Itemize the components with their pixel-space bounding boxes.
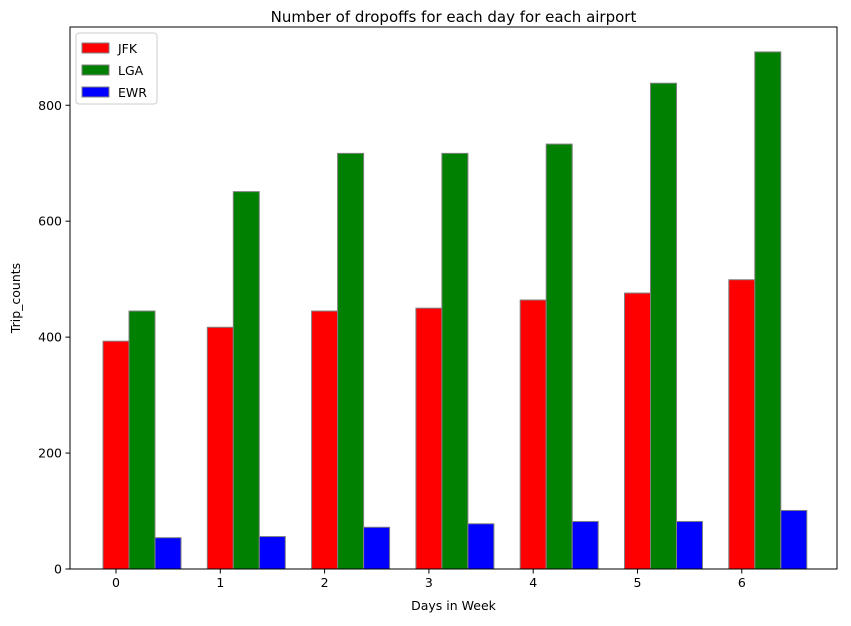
chart-title: Number of dropoffs for each day for each…	[271, 8, 637, 26]
x-tick-label: 4	[529, 575, 537, 590]
bar-lga-5	[650, 82, 677, 570]
x-tick-label: 0	[112, 575, 120, 590]
x-tick-label: 2	[321, 575, 329, 590]
legend: JFK LGA EWR	[75, 32, 158, 105]
bar-lga-0	[128, 310, 156, 570]
bar-ewr-2	[363, 526, 391, 570]
legend-swatch-lga	[81, 64, 110, 76]
bar-lga-3	[441, 152, 469, 570]
bar-jfk-0	[102, 340, 130, 570]
bar-jfk-2	[311, 310, 339, 570]
legend-label-jfk: JFK	[117, 41, 138, 56]
x-axis-label: Days in Week	[411, 598, 497, 613]
bar-lga-6	[754, 51, 782, 570]
x-tick-label: 1	[216, 575, 224, 590]
bar-ewr-5	[676, 520, 703, 570]
bar-jfk-1	[206, 326, 234, 570]
bar-lga-1	[232, 191, 260, 570]
bar-ewr-4	[571, 520, 599, 570]
x-tick-label: 6	[738, 575, 746, 590]
bar-ewr-1	[258, 536, 286, 570]
x-axis-ticks: 0 1 2 3 4 5 6	[112, 569, 746, 590]
y-tick-label: 400	[38, 330, 62, 345]
bar-lga-4	[545, 143, 573, 570]
legend-label-ewr: EWR	[118, 85, 147, 100]
legend-swatch-ewr	[81, 86, 110, 98]
y-tick-label: 200	[38, 446, 62, 461]
bar-jfk-5	[624, 292, 651, 570]
y-tick-label: 600	[38, 214, 62, 229]
bars-group	[102, 51, 808, 570]
y-axis-label: Trip_counts	[8, 263, 23, 334]
x-tick-label: 5	[634, 575, 642, 590]
bar-ewr-6	[780, 509, 808, 570]
bar-jfk-3	[415, 307, 443, 570]
bar-ewr-3	[467, 523, 495, 570]
y-tick-label: 800	[38, 98, 62, 113]
legend-label-lga: LGA	[118, 63, 144, 78]
bar-jfk-4	[519, 299, 547, 570]
x-tick-label: 3	[425, 575, 433, 590]
bar-lga-2	[337, 152, 365, 570]
legend-swatch-jfk	[81, 42, 110, 54]
y-axis-ticks: 0 200 400 600 800	[38, 98, 70, 577]
bar-jfk-6	[728, 279, 756, 570]
bar-ewr-0	[154, 537, 182, 570]
y-tick-label: 0	[54, 562, 62, 577]
plot-frame	[69, 26, 838, 570]
